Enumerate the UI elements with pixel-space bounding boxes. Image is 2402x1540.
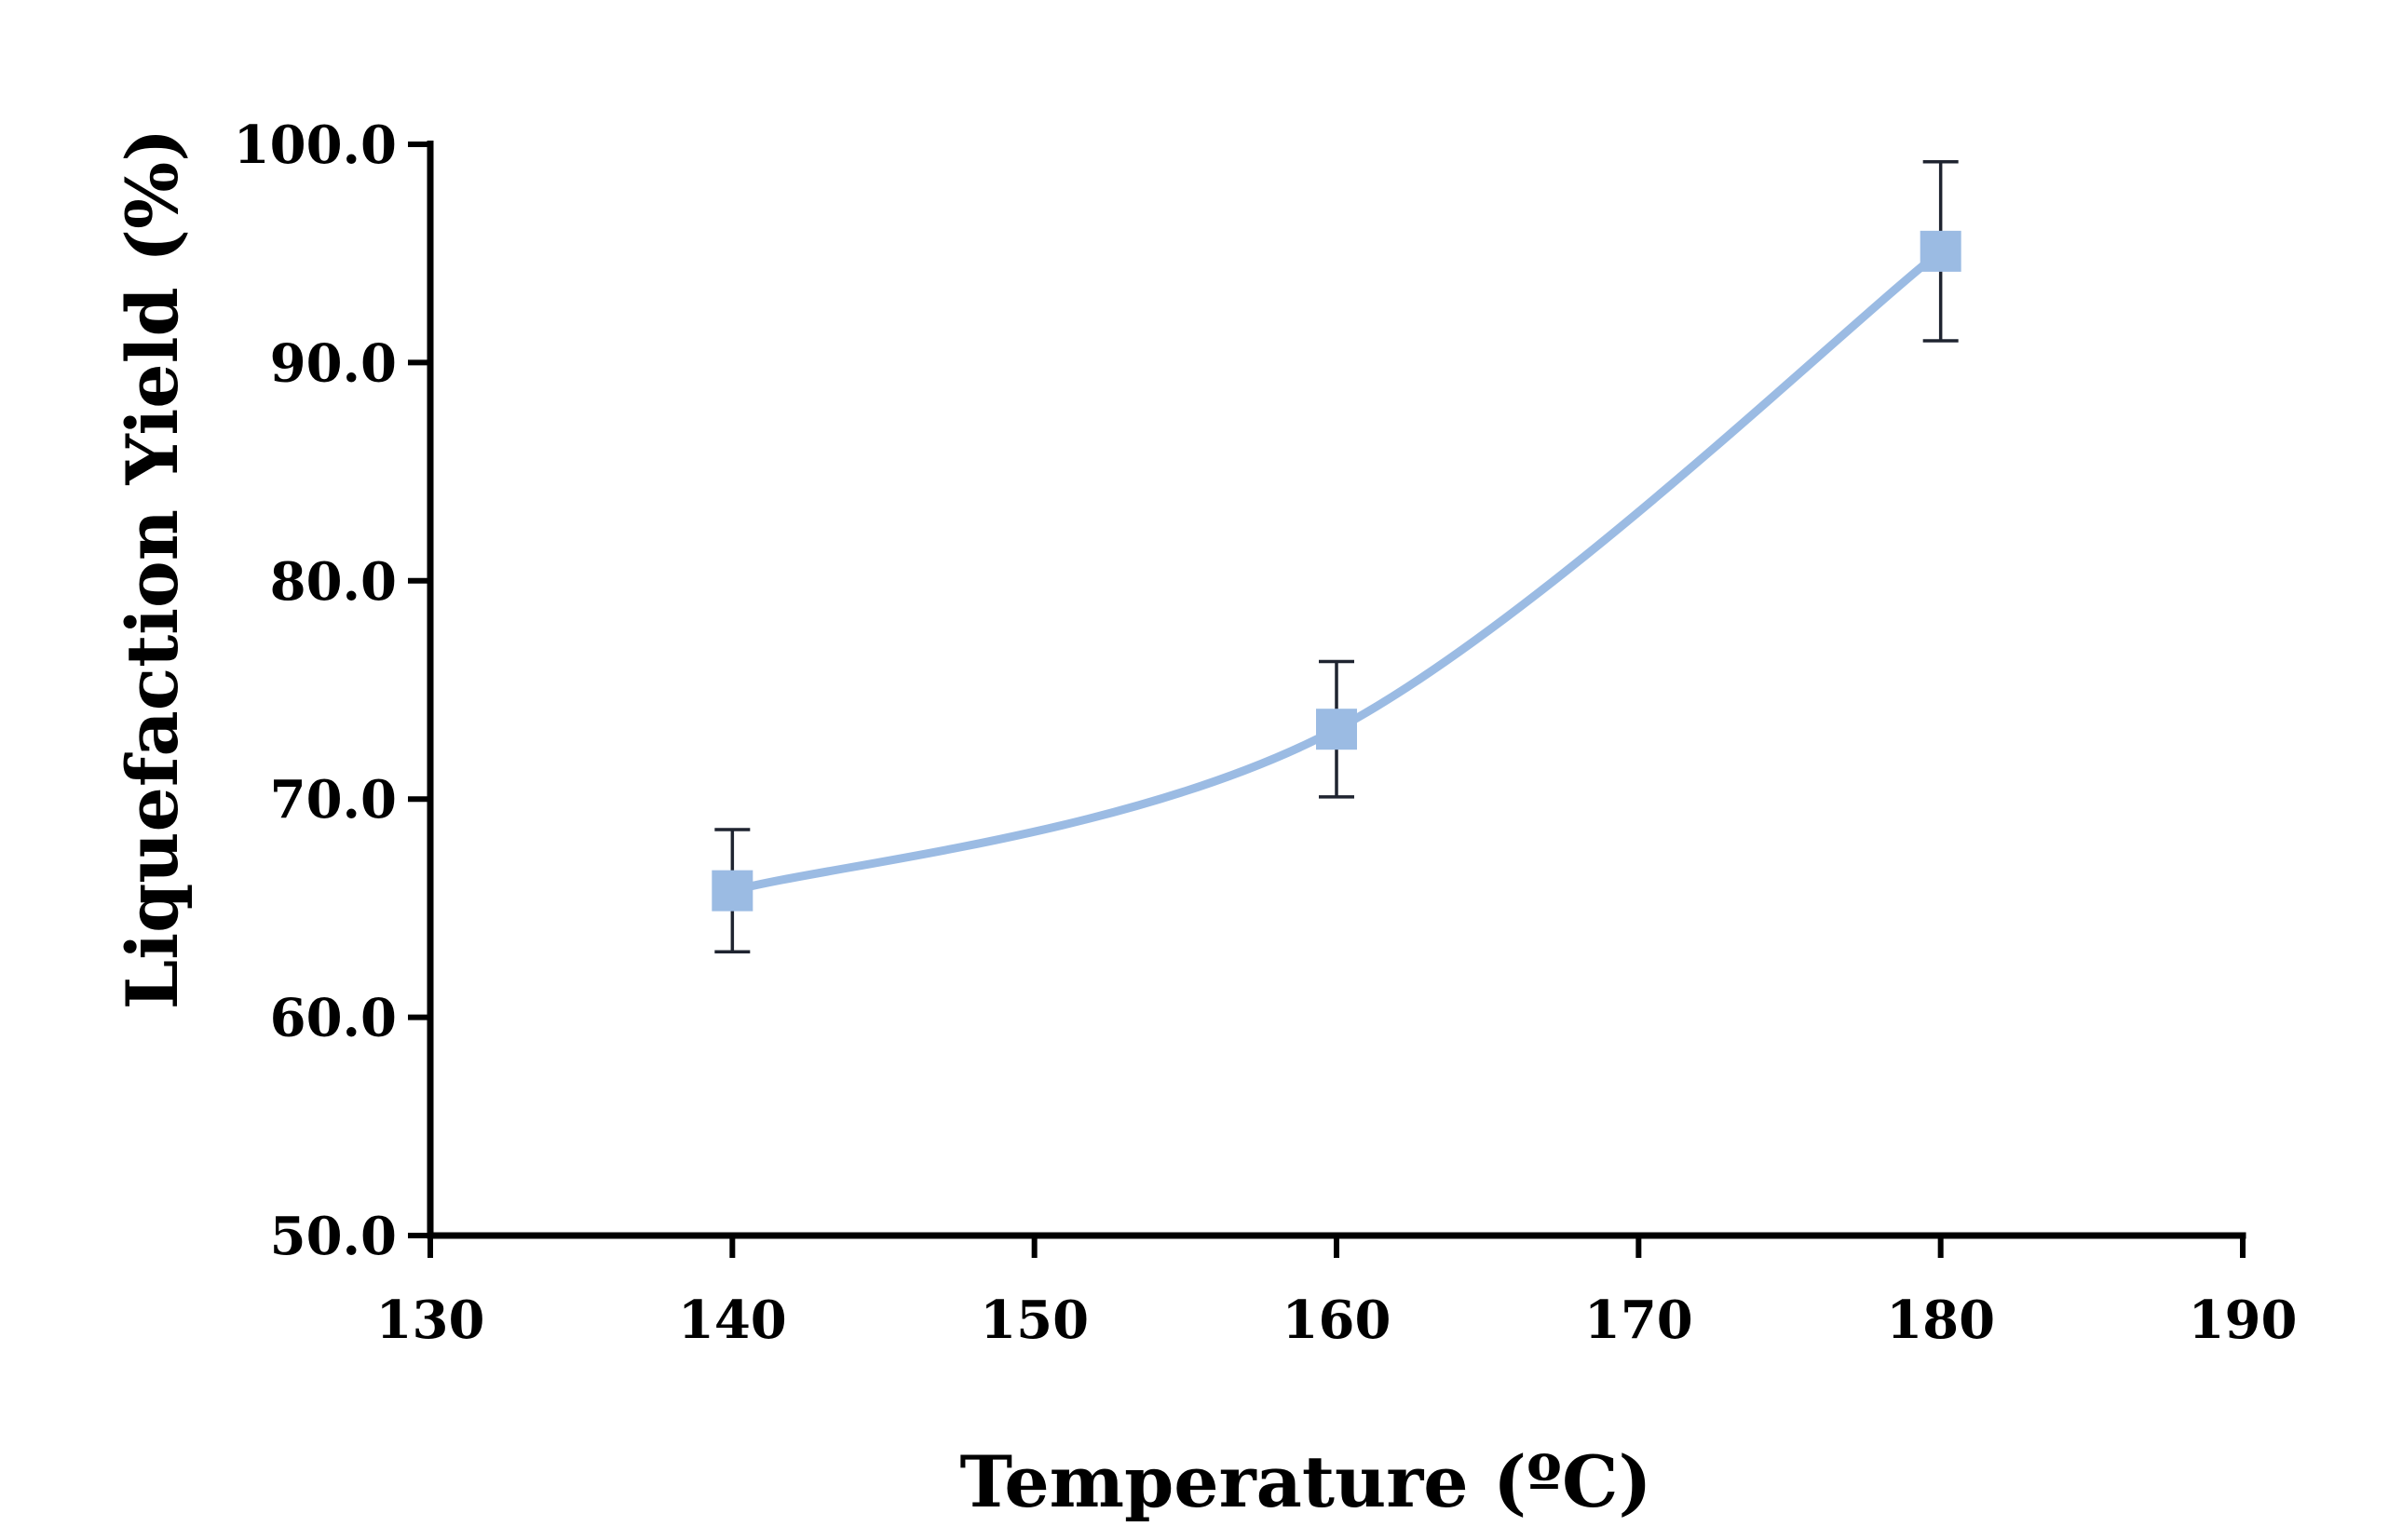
labels-layer: Temperature (ºC) Liquefaction Yield (%) — [111, 128, 1652, 1523]
y-axis-title: Liquefaction Yield (%) — [111, 128, 194, 1009]
x-tick-label: 150 — [980, 1290, 1089, 1351]
x-tick-label: 180 — [1886, 1290, 1995, 1351]
y-tick-label: 90.0 — [270, 332, 397, 394]
y-tick-label: 50.0 — [270, 1206, 397, 1267]
x-tick-label: 140 — [678, 1290, 787, 1351]
axes: 50.0 60.0 70.0 80.0 90.0 100.0 130 140 150 160 170… — [234, 115, 2298, 1351]
x-tick-label: 130 — [376, 1290, 485, 1351]
y-tick-label: 100.0 — [234, 115, 397, 176]
y-tick-label: 60.0 — [270, 988, 397, 1049]
x-tick-label: 170 — [1584, 1290, 1693, 1351]
y-tick-label: 80.0 — [270, 551, 397, 613]
y-tick-label: 70.0 — [270, 769, 397, 831]
series-layer — [712, 160, 1961, 954]
x-tick-label: 160 — [1282, 1290, 1391, 1351]
data-point — [1920, 230, 1961, 272]
x-axis-title: Temperature (ºC) — [959, 1440, 1651, 1523]
data-point — [712, 870, 753, 912]
data-point — [1316, 709, 1357, 750]
x-tick-label: 190 — [2189, 1290, 2298, 1351]
